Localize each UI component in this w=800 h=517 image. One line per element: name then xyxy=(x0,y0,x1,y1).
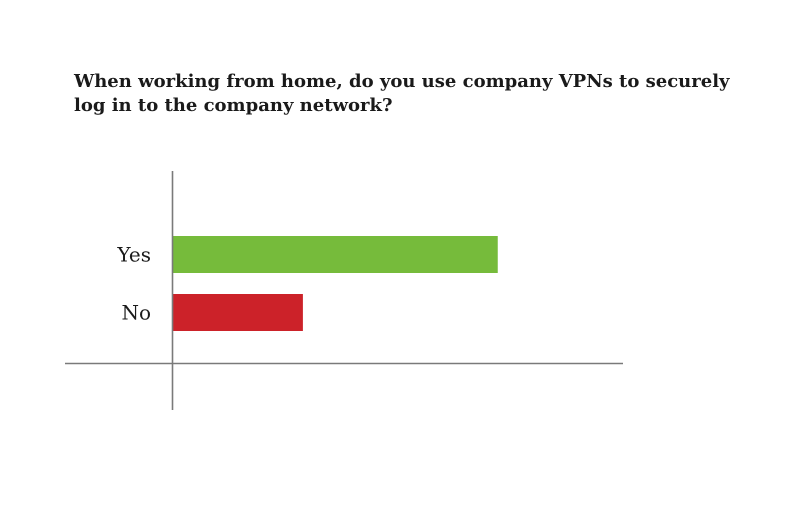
bar-yes xyxy=(173,236,498,273)
category-labels: Yes No xyxy=(116,243,151,325)
chart-title: When working from home, do you use compa… xyxy=(74,71,730,116)
category-label-yes: Yes xyxy=(116,243,151,267)
bar-no xyxy=(173,294,303,331)
bars-layer xyxy=(173,236,498,331)
category-label-no: No xyxy=(121,301,151,325)
